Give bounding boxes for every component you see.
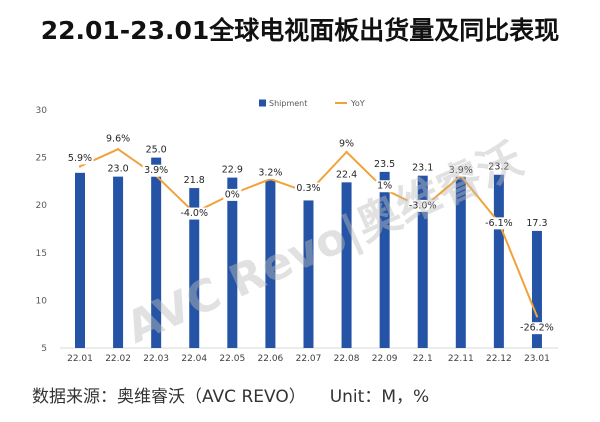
shipment-value-label: 17.3 xyxy=(526,218,547,229)
yoy-point xyxy=(78,165,82,168)
x-tick-label: 22.03 xyxy=(143,354,169,364)
y-axis-ticks: 5 10 15 20 25 30 xyxy=(36,106,48,354)
x-tick-label: 22.09 xyxy=(372,354,398,364)
shipment-bar xyxy=(493,174,504,348)
yoy-value-labels: 5.9% 9.6% 3.9% -4.0% 0% 3.2% 0.3% 9% 1% -3.0% 3.9%… xyxy=(66,133,556,335)
yoy-value-label-group: 3.9% xyxy=(447,164,475,177)
yoy-value-label-group: -26.2% xyxy=(518,322,556,335)
yoy-label-box xyxy=(518,322,556,335)
x-tick-label: 22.11 xyxy=(448,354,474,364)
yoy-value-label: 0% xyxy=(225,189,240,200)
x-tick-label: 22.02 xyxy=(105,354,131,364)
yoy-label-box xyxy=(337,137,356,150)
shipment-value-label: 23.1 xyxy=(412,163,433,174)
legend: Shipment YoY xyxy=(259,99,365,108)
shipment-value-label: 23.2 xyxy=(488,162,509,173)
shipment-value-label: 21.8 xyxy=(184,175,205,186)
yoy-value-label: -3.0% xyxy=(409,200,437,211)
shipment-bar xyxy=(151,157,162,348)
shipment-value-label: 23.0 xyxy=(108,164,129,175)
yoy-label-box xyxy=(178,207,210,220)
yoy-value-label-group: 9.6% xyxy=(104,133,132,146)
shipment-bar xyxy=(113,176,124,348)
yoy-label-box xyxy=(483,217,515,230)
yoy-point xyxy=(535,315,539,318)
y-tick-label: 20 xyxy=(36,201,48,211)
yoy-value-label: -6.1% xyxy=(485,218,513,229)
yoy-label-box xyxy=(294,182,323,195)
yoy-label-box xyxy=(256,166,284,179)
yoy-value-label: 0.3% xyxy=(296,183,320,194)
x-tick-label: 22.12 xyxy=(486,354,512,364)
shipment-bar xyxy=(341,182,352,348)
yoy-point xyxy=(345,150,348,154)
legend-yoy-label: YoY xyxy=(350,99,365,108)
x-tick-label: 22.04 xyxy=(181,354,207,364)
yoy-value-label: 5.9% xyxy=(68,153,92,164)
yoy-value-label-group: 1% xyxy=(375,180,394,193)
shipment-bar xyxy=(531,230,542,348)
y-tick-label: 5 xyxy=(41,344,47,354)
yoy-label-box xyxy=(223,188,242,201)
yoy-label-box xyxy=(407,199,439,212)
yoy-value-label-group: 3.9% xyxy=(142,164,170,177)
y-tick-label: 15 xyxy=(36,249,47,259)
yoy-value-label: 1% xyxy=(377,181,392,192)
yoy-value-label-group: 0% xyxy=(223,188,242,201)
x-tick-label: 23.01 xyxy=(524,354,550,364)
yoy-label-box xyxy=(104,133,132,146)
chart-title: 22.01-23.01全球电视面板出货量及同比表现 xyxy=(40,16,560,45)
yoy-value-label-group: 9% xyxy=(337,137,356,150)
y-tick-label: 30 xyxy=(36,106,48,116)
x-tick-label: 22.1 xyxy=(413,354,433,364)
shipment-value-labels: 23.0 25.0 21.8 22.9 22.4 23.5 23.1 23.2 17.3 xyxy=(108,145,548,229)
shipment-bar xyxy=(75,172,85,348)
yoy-label-box xyxy=(447,164,475,177)
yoy-value-label: 3.9% xyxy=(449,165,473,176)
x-tick-label: 22.07 xyxy=(296,354,322,364)
shipment-bar xyxy=(265,180,276,348)
y-tick-label: 25 xyxy=(36,154,47,164)
shipment-bars xyxy=(75,157,542,348)
yoy-value-label-group: 3.2% xyxy=(256,166,284,179)
watermark: AVC Revo|奥维睿沃 xyxy=(119,133,530,353)
yoy-value-label: 3.2% xyxy=(258,167,282,178)
yoy-label-box xyxy=(66,152,94,165)
y-tick-label: 10 xyxy=(36,296,48,306)
footer: 数据来源：奥维睿沃（AVC REVO） Unit：M，% xyxy=(32,385,429,409)
x-tick-label: 22.01 xyxy=(67,354,93,364)
yoy-value-label: 9.6% xyxy=(106,134,130,145)
yoy-value-label: -26.2% xyxy=(520,323,554,334)
yoy-point xyxy=(116,148,120,151)
shipment-bar xyxy=(189,188,200,348)
yoy-value-label: -4.0% xyxy=(180,208,208,219)
x-tick-label: 22.05 xyxy=(219,354,245,364)
yoy-value-label-group: -4.0% xyxy=(178,207,210,220)
x-axis-ticks: 22.01 22.02 22.03 22.04 22.05 22.06 22.07 22.08… xyxy=(67,354,550,364)
shipment-value-label: 22.4 xyxy=(336,169,357,180)
legend-shipment-label: Shipment xyxy=(269,99,307,108)
shipment-value-label: 22.9 xyxy=(222,165,243,176)
shipment-bar xyxy=(379,171,390,348)
yoy-value-label: 3.9% xyxy=(144,165,168,176)
yoy-value-label-group: 5.9% xyxy=(66,152,94,165)
yoy-value-label-group: -6.1% xyxy=(483,217,515,230)
unit-note: Unit：M，% xyxy=(329,387,430,407)
shipment-value-label: 25.0 xyxy=(146,145,167,156)
yoy-label-box xyxy=(375,180,394,193)
shipment-value-label: 23.5 xyxy=(374,159,395,170)
yoy-value-label-group: -3.0% xyxy=(407,199,439,212)
legend-shipment-swatch xyxy=(259,99,266,107)
source-note: 数据来源：奥维睿沃（AVC REVO） xyxy=(32,387,306,407)
yoy-value-label: 9% xyxy=(339,138,354,149)
shipment-bar xyxy=(455,176,466,348)
yoy-value-label-group: 0.3% xyxy=(294,182,323,195)
shipment-bar xyxy=(303,200,314,348)
x-tick-label: 22.06 xyxy=(258,354,284,364)
x-tick-label: 22.08 xyxy=(334,354,360,364)
shipment-bar xyxy=(417,175,428,348)
shipment-bar xyxy=(227,177,238,348)
yoy-label-box xyxy=(142,164,170,177)
